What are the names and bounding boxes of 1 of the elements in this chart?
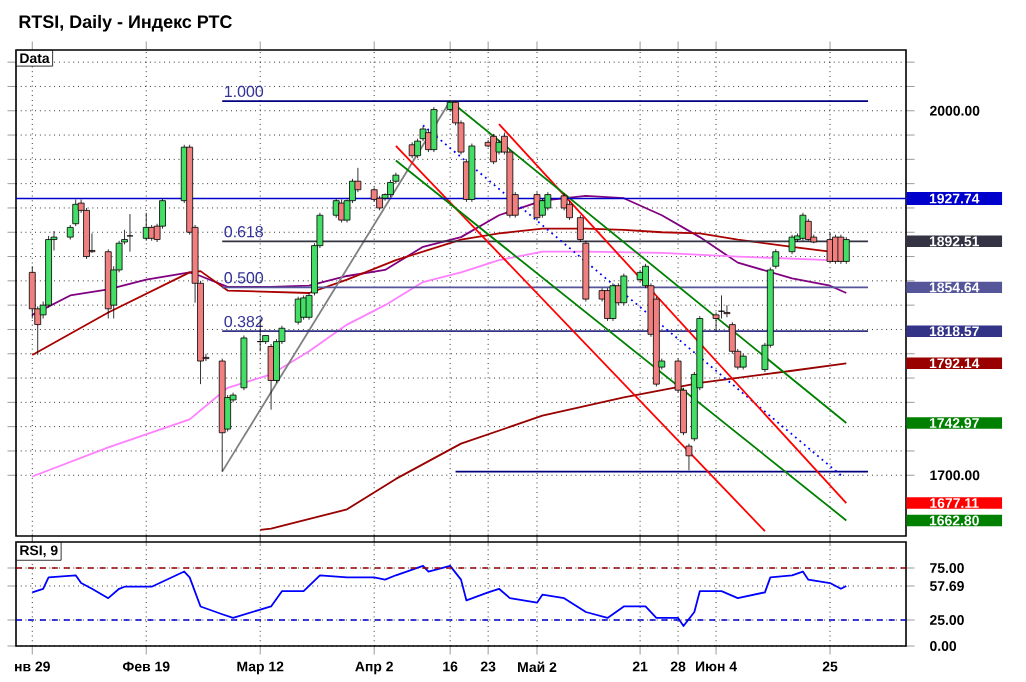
- chart-title: RTSI, Daily - Индекс РТС: [19, 14, 232, 32]
